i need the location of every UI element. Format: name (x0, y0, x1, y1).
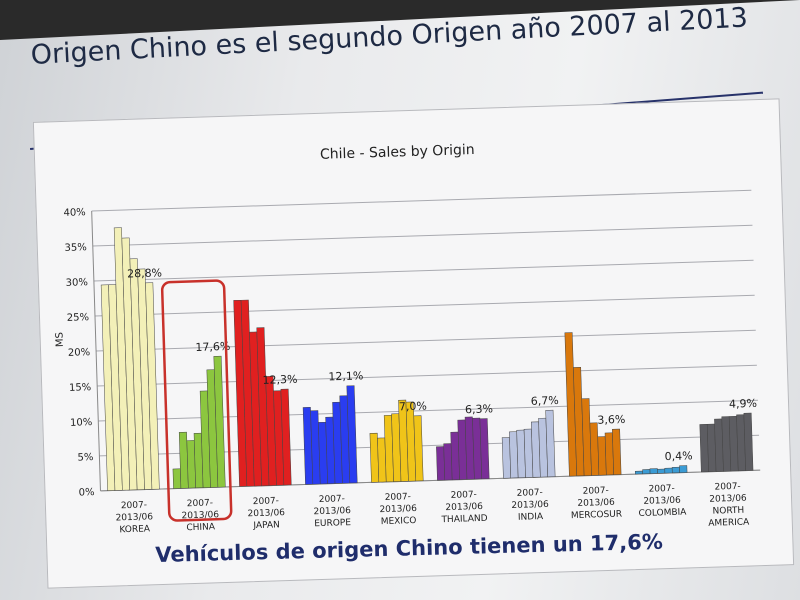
bar (346, 385, 358, 484)
bar (413, 415, 424, 482)
bar (743, 412, 754, 471)
data-label: 6,3% (465, 402, 493, 416)
gridline (96, 329, 756, 352)
bar (657, 468, 666, 474)
bar (649, 468, 658, 474)
x-tick-label: EUROPE (314, 518, 351, 529)
gridline (97, 364, 757, 387)
data-label: 28,8% (127, 266, 162, 280)
data-label: 17,6% (195, 340, 230, 354)
bar-series (100, 227, 754, 491)
sales-by-origin-chart: Chile - Sales by Origin MS 0% 5% 10% 15% 20%… (54, 142, 761, 536)
x-tick-label: 2013/06 (643, 496, 681, 507)
gridline (94, 294, 755, 317)
x-tick-label: 2007- (121, 500, 147, 511)
x-tick-label: COLOMBIA (638, 507, 687, 519)
x-tick-label: MERCOSUR (571, 510, 622, 522)
bar (145, 282, 160, 490)
chart-title: Chile - Sales by Origin (320, 142, 475, 163)
x-tick-label: 2013/06 (445, 502, 483, 513)
bar (597, 436, 607, 476)
gridline (98, 399, 758, 422)
gridline (93, 259, 754, 282)
data-label: 7,0% (399, 400, 427, 414)
bar (589, 422, 600, 476)
chart-panel: Chile - Sales by Origin MS 0% 5% 10% 15% 20%… (32, 98, 795, 589)
gridline (91, 189, 752, 212)
x-tick-label: MEXICO (381, 516, 417, 527)
bar (443, 443, 453, 481)
data-label: 3,6% (597, 413, 625, 427)
y-tick-label: 40% (63, 207, 86, 219)
x-tick-label: 2013/06 (577, 498, 615, 509)
bar (634, 470, 643, 475)
x-tick-label: INDIA (518, 512, 544, 523)
x-tick-label: 2007- (385, 492, 411, 503)
data-label: 12,1% (328, 369, 363, 383)
data-label: 6,7% (531, 394, 559, 408)
x-tick-label: 2013/06 (511, 500, 549, 511)
x-tick-label: 2013/06 (379, 504, 417, 515)
bar (172, 468, 182, 489)
x-axis-labels: 2007-2013/06KOREA2007-2013/06CHINA2007-2… (115, 482, 750, 536)
data-labels: 28,8% 17,6% 12,3% 12,1% 7,0% 6,3% 6,7% 3,6% 0,4%… (127, 266, 757, 463)
y-tick-label: 20% (68, 347, 91, 359)
china-highlight-box (160, 279, 233, 522)
y-tick-label: 15% (69, 382, 92, 394)
data-label: 0,4% (664, 449, 692, 463)
x-tick-label: 2007- (187, 498, 213, 509)
bar (280, 388, 292, 486)
y-axis-label: MS (54, 332, 65, 347)
bar (545, 409, 556, 478)
y-tick-label: 0% (78, 487, 94, 498)
bar (479, 418, 490, 480)
bar (679, 465, 688, 473)
y-tick-label: 10% (70, 417, 93, 429)
y-axis-line (91, 211, 101, 491)
x-tick-label: JAPAN (252, 520, 280, 531)
y-axis-ticks: 0% 5% 10% 15% 20% 25% 30% 35% 40% (63, 207, 94, 498)
bar (671, 466, 680, 474)
y-tick-label: 5% (77, 452, 93, 463)
bar (436, 446, 446, 481)
x-tick-label: 2007- (583, 486, 609, 497)
x-tick-label: NORTH (712, 506, 744, 517)
highlight-layer (160, 279, 233, 522)
x-tick-label: 2013/06 (115, 512, 153, 523)
y-tick-label: 30% (66, 277, 89, 289)
y-tick-label: 35% (64, 242, 87, 254)
y-tick-label: 25% (67, 312, 90, 324)
x-tick-label: 2013/06 (313, 506, 351, 517)
data-label: 12,3% (262, 373, 297, 387)
x-tick-label: 2007- (714, 482, 740, 493)
x-tick-label: 2007- (517, 488, 543, 499)
gridline (92, 224, 753, 247)
x-tick-label: 2013/06 (247, 508, 285, 519)
bar (213, 355, 226, 488)
x-tick-label: AMERICA (708, 518, 750, 529)
data-label: 4,9% (729, 397, 757, 411)
x-tick-label: 2007- (319, 494, 345, 505)
x-tick-label: CHINA (186, 522, 216, 533)
bar (612, 428, 622, 476)
x-tick-label: 2013/06 (709, 494, 747, 505)
bar (642, 469, 651, 475)
x-tick-label: THAILAND (440, 514, 487, 525)
x-tick-label: 2007- (451, 490, 477, 501)
x-tick-label: 2013/06 (181, 510, 219, 521)
x-tick-label: 2007- (253, 496, 279, 507)
x-tick-label: 2007- (648, 484, 674, 495)
bar (664, 467, 673, 474)
x-tick-label: KOREA (119, 524, 151, 535)
